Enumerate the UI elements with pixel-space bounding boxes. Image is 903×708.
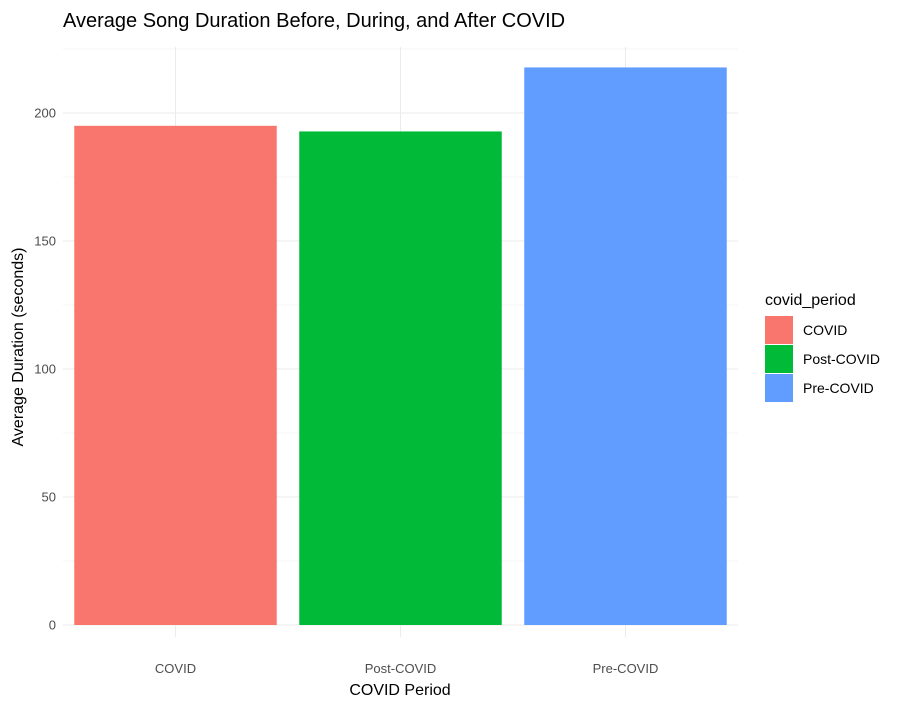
y-tick-labels: 0 50 100 150 200 <box>34 106 56 633</box>
legend-swatch <box>765 345 793 373</box>
bar-pre-covid <box>524 67 727 625</box>
x-tick-label: Post-COVID <box>365 661 437 676</box>
legend-label: Pre-COVID <box>803 380 874 396</box>
bars <box>74 67 727 626</box>
y-tick-label: 200 <box>34 106 56 121</box>
x-tick-label: COVID <box>155 661 196 676</box>
legend-swatch <box>765 316 793 344</box>
y-tick-label: 50 <box>42 490 56 505</box>
y-tick-label: 0 <box>49 618 56 633</box>
bar-covid <box>74 125 277 626</box>
x-axis-title: COVID Period <box>349 682 450 699</box>
y-tick-label: 150 <box>34 234 56 249</box>
x-tick-labels: COVID Post-COVID Pre-COVID <box>155 661 658 676</box>
legend-label: Post-COVID <box>803 351 880 367</box>
legend-label: COVID <box>803 322 847 338</box>
legend-title: covid_period <box>765 292 856 309</box>
legend: covid_period COVID Post-COVID Pre-COVID <box>765 292 880 402</box>
legend-swatch <box>765 374 793 402</box>
bar-post-covid <box>299 131 502 625</box>
x-tick-label: Pre-COVID <box>593 661 659 676</box>
y-axis-title: Average Duration (seconds) <box>10 248 27 447</box>
chart-title: Average Song Duration Before, During, an… <box>63 10 565 32</box>
y-tick-label: 100 <box>34 362 56 377</box>
